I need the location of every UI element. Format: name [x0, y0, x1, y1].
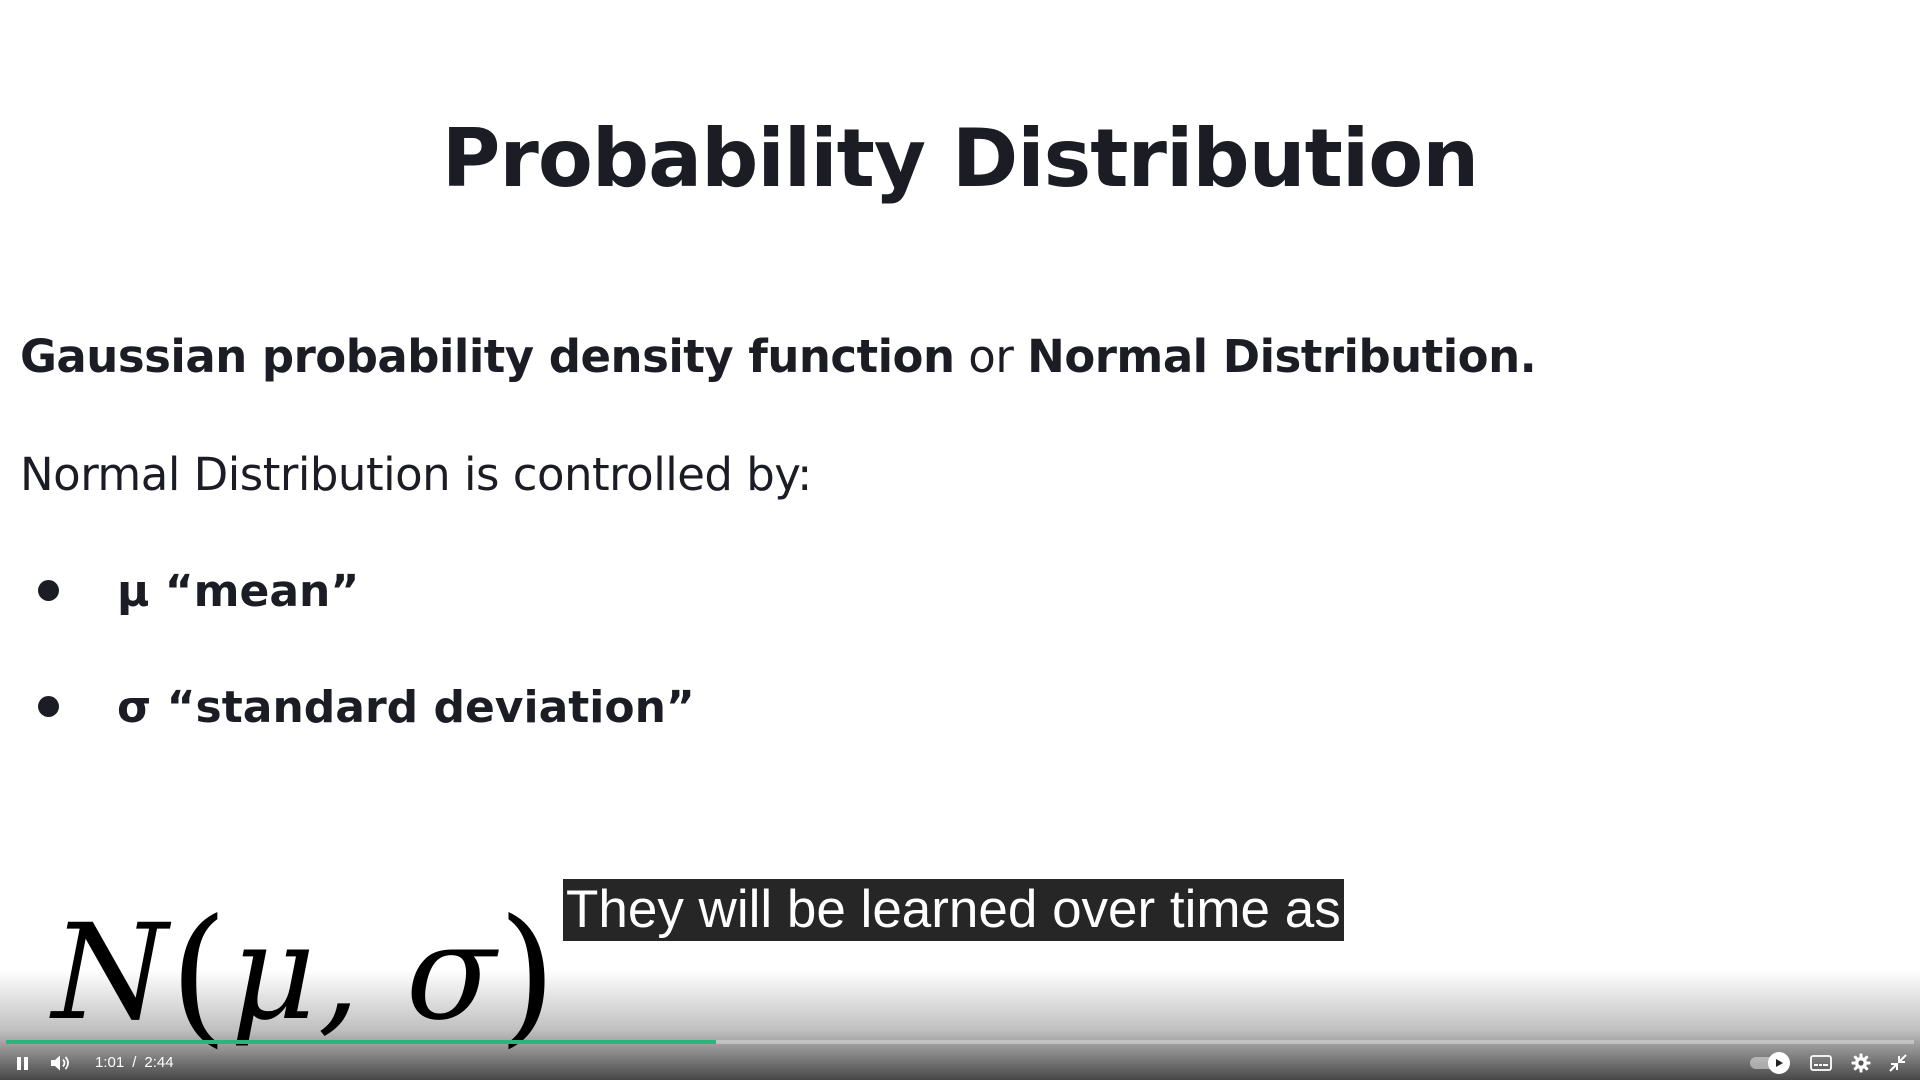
caption: They will be learned over time as: [563, 879, 1344, 941]
autoplay-track: [1750, 1052, 1790, 1074]
pause-button[interactable]: [12, 1046, 34, 1080]
gear-icon: [1851, 1053, 1871, 1073]
settings-button[interactable]: [1848, 1046, 1874, 1080]
slide-title: Probability Distribution: [441, 112, 1479, 205]
exit-fullscreen-button[interactable]: [1886, 1046, 1910, 1080]
volume-button[interactable]: [48, 1046, 74, 1080]
autoplay-toggle[interactable]: [1746, 1046, 1790, 1080]
bullet-label: “standard deviation”: [166, 682, 695, 733]
controls-gradient: [0, 970, 1920, 1080]
progress-fill: [6, 1040, 716, 1044]
current-time: 1:01: [95, 1054, 125, 1071]
bullet-dot: [38, 695, 59, 717]
subtitle-gaussian: Gaussian probability density function: [20, 330, 955, 383]
autoplay-knob: [1768, 1052, 1790, 1074]
play-icon: [1776, 1059, 1783, 1067]
slide-subtitle: Gaussian probability density function or…: [20, 330, 1537, 383]
player-controls: 1:01 / 2:44: [0, 1046, 1920, 1080]
progress-bar[interactable]: [6, 1040, 1914, 1044]
bullet-std-dev: σ “standard deviation”: [38, 682, 695, 733]
subtitles-button[interactable]: [1808, 1046, 1834, 1080]
bullet-symbol: σ: [117, 682, 152, 733]
time-display: 1:01 / 2:44: [95, 1046, 174, 1080]
pause-icon: [17, 1056, 28, 1070]
subtitles-icon: [1810, 1055, 1832, 1071]
subtitle-connector: or: [954, 330, 1028, 383]
time-separator: /: [132, 1054, 137, 1071]
exit-fullscreen-icon: [1889, 1054, 1907, 1072]
duration: 2:44: [144, 1054, 174, 1071]
controlled-by-text: Normal Distribution is controlled by:: [20, 448, 812, 501]
bullet-dot: [38, 579, 59, 601]
bullet-label: “mean”: [164, 566, 360, 617]
volume-icon: [51, 1055, 69, 1071]
bullet-symbol: μ: [117, 566, 150, 617]
subtitle-normal: Normal Distribution.: [1027, 330, 1537, 383]
bullet-mean: μ “mean”: [38, 566, 359, 617]
